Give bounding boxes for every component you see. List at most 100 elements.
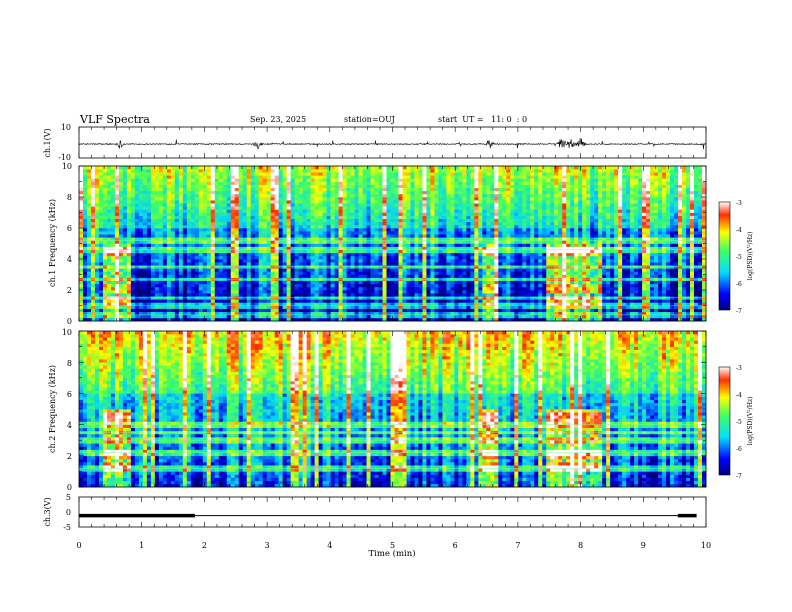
spectrogram-cell	[434, 166, 439, 170]
spectrogram-cell	[106, 308, 112, 312]
spectrogram-cell	[174, 271, 180, 275]
spectrogram-cell	[402, 178, 407, 182]
spectrogram-cell	[158, 283, 164, 288]
spectrogram-cell	[98, 271, 104, 275]
spectrogram-cell	[202, 228, 208, 232]
spectrogram-cell	[326, 255, 331, 260]
spectrogram-cell	[314, 234, 319, 238]
spectrogram-cell	[266, 169, 271, 173]
spectrogram-cell	[94, 268, 100, 272]
spectrogram-cell	[158, 187, 164, 192]
spectrogram-cell	[154, 190, 160, 195]
spectrogram-cell	[234, 259, 240, 263]
spectrogram-cell	[158, 231, 164, 235]
spectrogram-cell	[286, 246, 291, 250]
spectrogram-cell	[246, 228, 252, 232]
spectrogram-cell	[326, 203, 331, 207]
spectrogram-cell	[110, 228, 116, 232]
spectrogram-cell	[238, 228, 244, 232]
spectrogram-cell	[326, 187, 331, 192]
spectrogram-cell	[206, 169, 212, 173]
spectrogram-cell	[354, 224, 359, 229]
spectrogram-cell	[346, 178, 351, 182]
spectrogram-cell	[274, 243, 279, 247]
spectrogram-cell	[86, 252, 92, 257]
spectrogram-cell	[82, 283, 88, 288]
spectrogram-cell	[394, 184, 399, 188]
spectrogram-cell	[358, 178, 363, 182]
spectrogram-cell	[442, 187, 447, 192]
spectrogram-cell	[82, 299, 88, 303]
spectrogram-cell	[154, 311, 160, 316]
spectrogram-cell	[310, 187, 315, 192]
spectrogram-cell	[446, 178, 451, 182]
spectrogram-cell	[174, 268, 180, 272]
spectrogram-cell	[370, 317, 375, 322]
spectrogram-cell	[174, 317, 180, 322]
spectrogram-cell	[374, 181, 379, 185]
spectrogram-cell	[86, 231, 92, 235]
spectrogram-cell	[438, 302, 443, 306]
spectrogram-cell	[230, 184, 236, 188]
spectrogram-cell	[446, 234, 451, 238]
spectrogram-cell	[286, 193, 291, 198]
spectrogram-cell	[170, 224, 176, 229]
spectrogram-cell	[82, 237, 88, 241]
spectrogram-cell	[378, 224, 383, 229]
spectrogram-cell	[98, 274, 104, 278]
spectrogram-cell	[246, 209, 252, 213]
spectrogram-cell	[134, 206, 140, 210]
spectrogram-cell	[138, 283, 144, 288]
spectrogram-cell	[250, 181, 256, 185]
spectrogram-cell	[154, 268, 160, 272]
spectrogram-cell	[154, 181, 160, 185]
spectrogram-cell	[130, 184, 136, 188]
spectrogram-cell	[354, 231, 359, 235]
spectrogram-cell	[194, 249, 200, 254]
spectrogram-cell	[126, 197, 132, 201]
spectrogram-cell	[322, 314, 327, 319]
spectrogram-cell	[94, 311, 100, 316]
spectrogram-cell	[362, 228, 367, 232]
spectrogram-cell	[442, 190, 447, 195]
spectrogram-cell	[138, 224, 144, 229]
spectrogram-cell	[182, 311, 188, 316]
spectrogram-cell	[374, 166, 379, 170]
spectrogram-cell	[126, 255, 132, 260]
spectrogram-cell	[330, 187, 335, 192]
spectrogram-cell	[206, 317, 212, 322]
spectrogram-cell	[374, 290, 379, 294]
spectrogram-cell	[362, 246, 367, 250]
spectrogram-cell	[354, 240, 359, 244]
spectrogram-cell	[306, 302, 311, 306]
spectrogram-cell	[426, 249, 431, 254]
spectrogram-cell	[198, 237, 204, 241]
spectrogram-cell	[458, 181, 463, 185]
spectrogram-cell	[158, 286, 164, 291]
spectrogram-cell	[354, 200, 359, 204]
spectrogram-cell	[346, 255, 351, 260]
spectrogram-cell	[378, 172, 383, 176]
spectrogram-cell	[290, 200, 295, 204]
spectrogram-cell	[110, 206, 116, 210]
spectrogram-cell	[150, 290, 156, 294]
spectrogram-cell	[142, 234, 148, 238]
spectrogram-cell	[466, 305, 471, 309]
spectrogram-cell	[430, 286, 435, 291]
spectrogram-cell	[330, 243, 335, 247]
spectrogram-cell	[294, 215, 299, 219]
spectrogram-cell	[222, 212, 228, 216]
spectrogram-cell	[454, 286, 459, 291]
spectrogram-cell	[186, 317, 192, 322]
spectrogram-cell	[418, 255, 423, 260]
spectrogram-cell	[366, 317, 371, 322]
spectrogram-cell	[430, 228, 435, 232]
spectrogram-cell	[250, 175, 256, 179]
spectrogram-cell	[450, 274, 455, 278]
spectrogram-cell	[294, 197, 299, 201]
spectrogram-cell	[122, 200, 128, 204]
spectrogram-cell	[326, 172, 331, 176]
spectrogram-cell	[382, 243, 387, 247]
spectrogram-cell	[134, 181, 140, 185]
spectrogram-cell	[402, 181, 407, 185]
